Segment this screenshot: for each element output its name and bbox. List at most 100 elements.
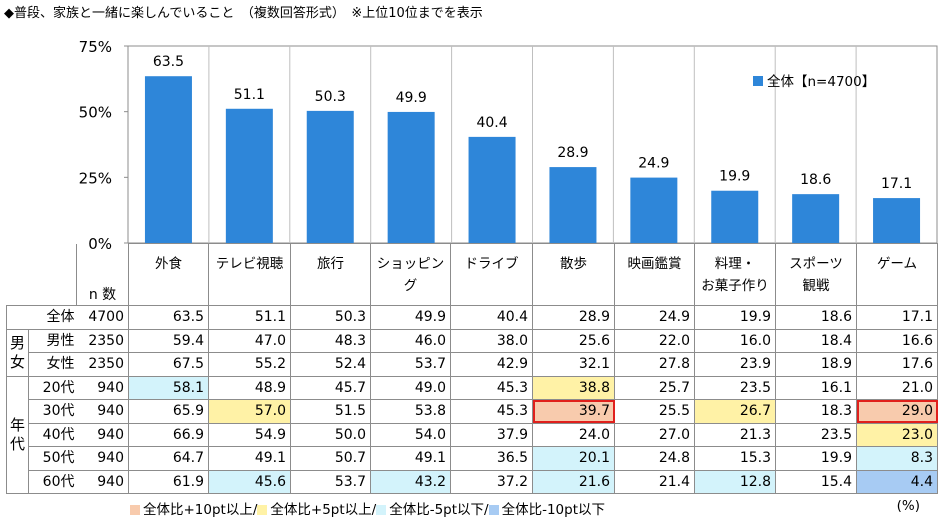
bar-chart: 0%25%50%75%63.551.1 50.3 49.940.428.924.91… <box>79 38 938 250</box>
table-cell: 18.4 <box>775 328 857 353</box>
table-cell: 17.1 <box>856 305 938 330</box>
highlight-swatch <box>130 505 140 515</box>
bar <box>225 108 273 243</box>
table-cell: 18.9 <box>775 352 857 377</box>
column-header: 旅行 <box>290 243 371 306</box>
table-cell: 21.4 <box>614 469 695 494</box>
bar <box>549 167 597 243</box>
legend-swatch <box>753 76 763 86</box>
table-cell: 53.8 <box>370 399 451 424</box>
highlight-swatch <box>488 505 499 515</box>
table-cell: 23.5 <box>694 375 776 400</box>
table-cell: 42.9 <box>450 352 533 377</box>
table-cell: 22.0 <box>614 328 695 353</box>
table-cell: 26.7 <box>694 399 776 424</box>
table-cell: 39.7 <box>532 399 615 424</box>
column-header: 外食 <box>128 243 209 306</box>
table-cell: 27.0 <box>614 422 695 447</box>
bar-value-label: 28.9 <box>557 145 588 161</box>
table-cell: 20.1 <box>532 446 615 471</box>
row-n: 940 <box>76 469 129 494</box>
table-cell: 55.2 <box>208 352 291 377</box>
table-cell: 8.3 <box>856 446 938 471</box>
column-header: 映画鑑賞 <box>614 243 695 306</box>
table-cell: 12.8 <box>694 469 776 494</box>
n-header: n 数 <box>76 243 129 306</box>
row-n: 940 <box>76 446 129 471</box>
table-cell: 18.3 <box>775 399 857 424</box>
table-cell: 53.7 <box>290 469 371 494</box>
column-header: ドライブ <box>450 243 533 306</box>
table-cell: 51.5 <box>290 399 371 424</box>
row-n: 2350 <box>76 328 129 353</box>
table-cell: 4.4 <box>856 469 938 494</box>
unit-label: (%) <box>896 498 920 514</box>
table-cell: 61.9 <box>128 469 209 494</box>
bar-value-label: 63.5 <box>153 54 184 70</box>
row-label: 50代 <box>28 446 77 471</box>
table-cell: 38.0 <box>450 328 533 353</box>
table-cell: 27.8 <box>614 352 695 377</box>
highlight-legend: 全体比+10pt以上/全体比+5pt以上/全体比-5pt以下/全体比-10pt以… <box>130 498 605 518</box>
legend-label: 全体【n=4700】 <box>767 73 875 90</box>
table-cell: 45.6 <box>208 469 291 494</box>
y-tick-label: 25% <box>79 169 112 187</box>
table-cell: 23.0 <box>856 422 938 447</box>
highlight-swatch <box>376 505 387 515</box>
table-cell: 17.6 <box>856 352 938 377</box>
row-n: 4700 <box>76 305 129 330</box>
table-cell: 40.4 <box>450 305 533 330</box>
row-label: 全体 <box>6 305 77 330</box>
table-cell: 37.9 <box>450 422 533 447</box>
table-cell: 25.5 <box>614 399 695 424</box>
highlight-label: 全体比+10pt以上/ <box>143 502 258 518</box>
highlight-label: 全体比+5pt以上/ <box>270 502 377 518</box>
row-label: 60代 <box>28 469 77 494</box>
table-cell: 25.6 <box>532 328 615 353</box>
table-cell: 52.4 <box>290 352 371 377</box>
table-cell: 36.5 <box>450 446 533 471</box>
table-cell: 54.9 <box>208 422 291 447</box>
table-cell: 47.0 <box>208 328 291 353</box>
table-cell: 49.1 <box>370 446 451 471</box>
table-cell: 65.9 <box>128 399 209 424</box>
highlight-swatch <box>257 505 268 515</box>
bar <box>792 194 840 243</box>
table-cell: 25.7 <box>614 375 695 400</box>
table-cell: 45.7 <box>290 375 371 400</box>
bar-value-label: 40.4 <box>476 115 507 131</box>
table-cell: 48.9 <box>208 375 291 400</box>
table-cell: 53.7 <box>370 352 451 377</box>
row-label: 40代 <box>28 422 77 447</box>
table-cell: 54.0 <box>370 422 451 447</box>
row-n: 940 <box>76 399 129 424</box>
table-cell: 49.1 <box>208 446 291 471</box>
table-cell: 43.2 <box>370 469 451 494</box>
y-tick-label: 50% <box>79 104 112 122</box>
bar-value-label: 49.9 <box>396 90 427 106</box>
table-cell: 38.8 <box>532 375 615 400</box>
table-cell: 57.0 <box>208 399 291 424</box>
table-cell: 15.3 <box>694 446 776 471</box>
highlight-label: 全体比-10pt以下 <box>501 502 606 518</box>
table-cell: 16.0 <box>694 328 776 353</box>
table-cell: 59.4 <box>128 328 209 353</box>
column-header: テレビ視聴 <box>208 243 291 306</box>
table-cell: 24.8 <box>614 446 695 471</box>
table-cell: 49.9 <box>370 305 451 330</box>
bar <box>711 190 759 243</box>
table-cell: 63.5 <box>128 305 209 330</box>
table-cell: 28.9 <box>532 305 615 330</box>
table-cell: 21.6 <box>532 469 615 494</box>
bar <box>306 110 354 244</box>
table-cell: 18.6 <box>775 305 857 330</box>
highlight-label: 全体比-5pt以下/ <box>389 502 489 518</box>
table-cell: 23.5 <box>775 422 857 447</box>
column-header: 散歩 <box>532 243 615 306</box>
chart-title: ◆普段、家族と一緒に楽しんでいること （複数回答形式） ※上位10位までを表示 <box>4 6 483 21</box>
bar <box>468 136 516 243</box>
bar <box>387 111 435 243</box>
bar-value-label: 17.1 <box>881 176 912 192</box>
table-cell: 19.9 <box>775 446 857 471</box>
bar-value-label: 24.9 <box>638 156 669 172</box>
